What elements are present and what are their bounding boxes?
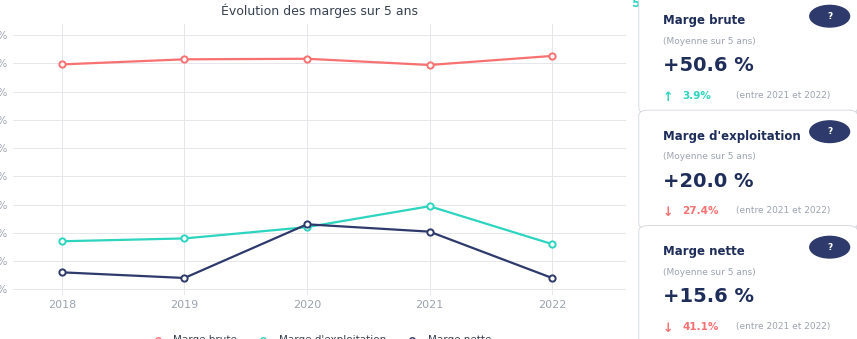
- Text: ?: ?: [827, 243, 832, 252]
- Text: Marge d'exploitation: Marge d'exploitation: [662, 129, 800, 142]
- Text: ?: ?: [827, 127, 832, 136]
- Text: (entre 2021 et 2022): (entre 2021 et 2022): [736, 322, 830, 331]
- Text: ↑: ↑: [662, 91, 673, 104]
- Text: ↓: ↓: [662, 322, 673, 335]
- Circle shape: [810, 236, 849, 258]
- Circle shape: [810, 121, 849, 142]
- Text: 10Y: 10Y: [661, 0, 687, 9]
- FancyBboxPatch shape: [638, 0, 857, 114]
- Text: +20.0 %: +20.0 %: [662, 172, 753, 191]
- Text: 3.9%: 3.9%: [682, 91, 711, 101]
- Text: ?: ?: [827, 12, 832, 21]
- Text: Marge nette: Marge nette: [662, 245, 745, 258]
- Text: (Moyenne sur 5 ans): (Moyenne sur 5 ans): [662, 268, 755, 277]
- Text: 5Y: 5Y: [632, 0, 650, 9]
- Text: Marge brute: Marge brute: [662, 14, 745, 27]
- Text: (Moyenne sur 5 ans): (Moyenne sur 5 ans): [662, 152, 755, 161]
- Text: +15.6 %: +15.6 %: [662, 287, 753, 306]
- FancyBboxPatch shape: [638, 225, 857, 339]
- Legend: Marge brute, Marge d'exploitation, Marge nette: Marge brute, Marge d'exploitation, Marge…: [143, 331, 495, 339]
- Text: 41.1%: 41.1%: [682, 322, 719, 332]
- Text: (entre 2021 et 2022): (entre 2021 et 2022): [736, 206, 830, 215]
- Title: Évolution des marges sur 5 ans: Évolution des marges sur 5 ans: [221, 4, 417, 18]
- FancyBboxPatch shape: [638, 110, 857, 229]
- Text: (Moyenne sur 5 ans): (Moyenne sur 5 ans): [662, 37, 755, 46]
- Text: ↓: ↓: [662, 206, 673, 219]
- FancyBboxPatch shape: [0, 0, 686, 339]
- Text: +50.6 %: +50.6 %: [662, 56, 753, 75]
- Text: 27.4%: 27.4%: [682, 206, 719, 216]
- Text: (entre 2021 et 2022): (entre 2021 et 2022): [736, 91, 830, 100]
- Circle shape: [810, 5, 849, 27]
